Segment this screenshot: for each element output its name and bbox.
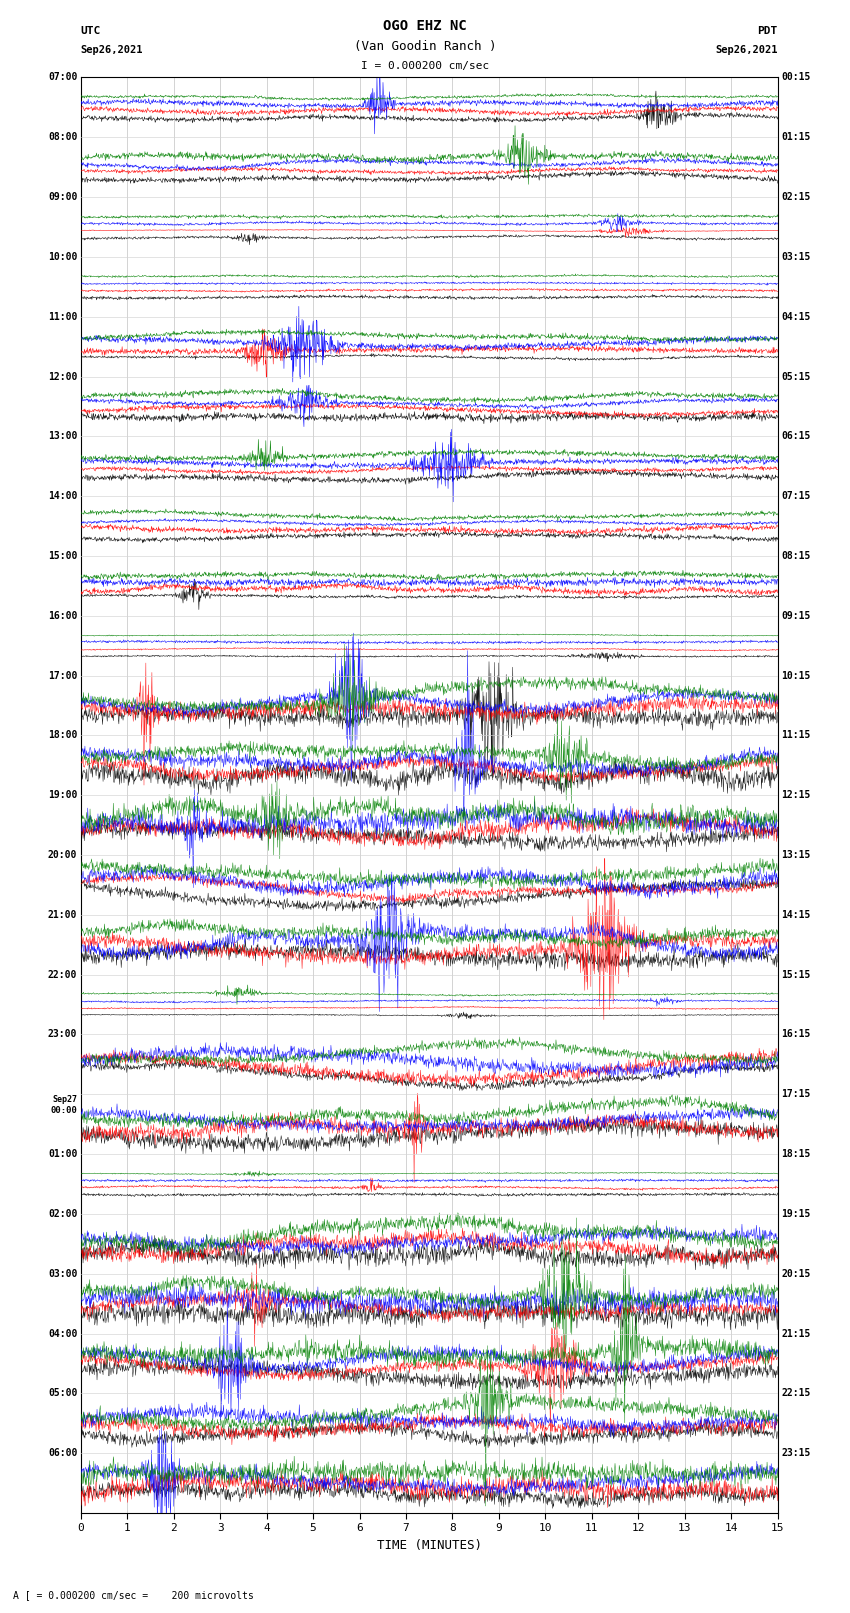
Text: 01:15: 01:15 xyxy=(781,132,811,142)
Text: 02:00: 02:00 xyxy=(48,1208,77,1219)
Text: 11:15: 11:15 xyxy=(781,731,811,740)
Text: Sep27: Sep27 xyxy=(53,1095,77,1103)
Text: 18:00: 18:00 xyxy=(48,731,77,740)
Text: 23:00: 23:00 xyxy=(48,1029,77,1039)
Text: UTC: UTC xyxy=(81,26,101,35)
Text: 10:00: 10:00 xyxy=(48,252,77,261)
Text: 21:00: 21:00 xyxy=(48,910,77,919)
Text: 09:00: 09:00 xyxy=(48,192,77,202)
Text: PDT: PDT xyxy=(757,26,778,35)
Text: 16:00: 16:00 xyxy=(48,611,77,621)
Text: 22:15: 22:15 xyxy=(781,1389,811,1398)
Text: 20:15: 20:15 xyxy=(781,1269,811,1279)
Text: (Van Goodin Ranch ): (Van Goodin Ranch ) xyxy=(354,40,496,53)
Text: A [ = 0.000200 cm/sec =    200 microvolts: A [ = 0.000200 cm/sec = 200 microvolts xyxy=(13,1590,253,1600)
Text: 18:15: 18:15 xyxy=(781,1148,811,1160)
Text: 03:00: 03:00 xyxy=(48,1269,77,1279)
Text: 17:15: 17:15 xyxy=(781,1089,811,1100)
Text: 17:00: 17:00 xyxy=(48,671,77,681)
Text: 14:00: 14:00 xyxy=(48,490,77,502)
Text: Sep26,2021: Sep26,2021 xyxy=(715,45,778,55)
Text: 09:15: 09:15 xyxy=(781,611,811,621)
Text: 13:15: 13:15 xyxy=(781,850,811,860)
Text: 14:15: 14:15 xyxy=(781,910,811,919)
Text: 21:15: 21:15 xyxy=(781,1329,811,1339)
Text: 10:15: 10:15 xyxy=(781,671,811,681)
Text: 15:15: 15:15 xyxy=(781,969,811,979)
Text: 02:15: 02:15 xyxy=(781,192,811,202)
Text: 07:00: 07:00 xyxy=(48,73,77,82)
Text: 19:15: 19:15 xyxy=(781,1208,811,1219)
Text: 11:00: 11:00 xyxy=(48,311,77,321)
Text: 04:00: 04:00 xyxy=(48,1329,77,1339)
Text: 19:00: 19:00 xyxy=(48,790,77,800)
Text: 05:15: 05:15 xyxy=(781,371,811,382)
Text: 20:00: 20:00 xyxy=(48,850,77,860)
Text: 06:15: 06:15 xyxy=(781,431,811,442)
Text: 03:15: 03:15 xyxy=(781,252,811,261)
Text: 13:00: 13:00 xyxy=(48,431,77,442)
Text: 00:15: 00:15 xyxy=(781,73,811,82)
Text: OGO EHZ NC: OGO EHZ NC xyxy=(383,19,467,34)
Text: 00:00: 00:00 xyxy=(50,1107,77,1115)
Text: 23:15: 23:15 xyxy=(781,1448,811,1458)
Text: 05:00: 05:00 xyxy=(48,1389,77,1398)
Text: 12:15: 12:15 xyxy=(781,790,811,800)
Text: 08:00: 08:00 xyxy=(48,132,77,142)
Text: 22:00: 22:00 xyxy=(48,969,77,979)
Text: 07:15: 07:15 xyxy=(781,490,811,502)
Text: Sep26,2021: Sep26,2021 xyxy=(81,45,144,55)
Text: 16:15: 16:15 xyxy=(781,1029,811,1039)
Text: 06:00: 06:00 xyxy=(48,1448,77,1458)
Text: 15:00: 15:00 xyxy=(48,552,77,561)
Text: 08:15: 08:15 xyxy=(781,552,811,561)
Text: 12:00: 12:00 xyxy=(48,371,77,382)
X-axis label: TIME (MINUTES): TIME (MINUTES) xyxy=(377,1539,482,1552)
Text: I = 0.000200 cm/sec: I = 0.000200 cm/sec xyxy=(361,61,489,71)
Text: 04:15: 04:15 xyxy=(781,311,811,321)
Text: 01:00: 01:00 xyxy=(48,1148,77,1160)
